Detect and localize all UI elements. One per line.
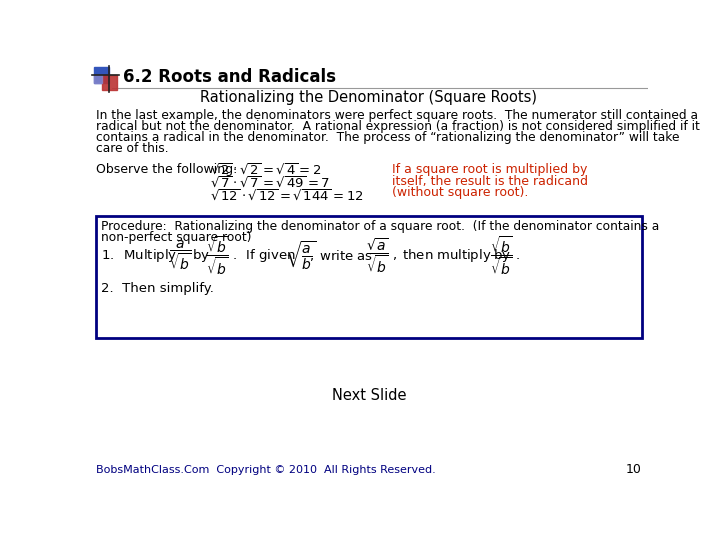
Text: $\mathrm{by}$: $\mathrm{by}$ (192, 247, 210, 264)
Text: BobsMathClass.Com  Copyright © 2010  All Rights Reserved.: BobsMathClass.Com Copyright © 2010 All R… (96, 465, 436, 475)
Text: itself, the result is the radicand: itself, the result is the radicand (392, 175, 588, 188)
Text: $\sqrt{2}\cdot\sqrt{2}=\sqrt{4}=2$: $\sqrt{2}\cdot\sqrt{2}=\sqrt{4}=2$ (210, 163, 322, 178)
Text: 6.2 Roots and Radicals: 6.2 Roots and Radicals (122, 68, 336, 86)
Text: $\sqrt{12}\cdot\sqrt{12}=\sqrt{144}=12$: $\sqrt{12}\cdot\sqrt{12}=\sqrt{144}=12$ (210, 189, 364, 204)
Text: $.\;\;\mathrm{If\;given}$: $.\;\;\mathrm{If\;given}$ (232, 247, 295, 264)
Text: 10: 10 (626, 463, 642, 476)
Text: If a square root is multiplied by: If a square root is multiplied by (392, 164, 588, 177)
Text: care of this.: care of this. (96, 142, 168, 155)
Text: Procedure:  Rationalizing the denominator of a square root.  (If the denominator: Procedure: Rationalizing the denominator… (101, 220, 659, 233)
Text: In the last example, the denominators were perfect square roots.  The numerator : In the last example, the denominators we… (96, 110, 698, 123)
Text: (without square root).: (without square root). (392, 186, 528, 199)
FancyBboxPatch shape (96, 215, 642, 338)
Text: non-perfect square root): non-perfect square root) (101, 231, 251, 244)
Text: contains a radical in the denominator.  The process of “rationalizing the denomi: contains a radical in the denominator. T… (96, 131, 680, 144)
Text: $\dfrac{\sqrt{a}}{\sqrt{b}}$: $\dfrac{\sqrt{a}}{\sqrt{b}}$ (366, 237, 389, 275)
Bar (102, 75, 117, 90)
Text: $\dfrac{\sqrt{b}}{\sqrt{b}}$: $\dfrac{\sqrt{b}}{\sqrt{b}}$ (490, 235, 513, 277)
Text: $\sqrt{7}\cdot\sqrt{7}=\sqrt{49}=7$: $\sqrt{7}\cdot\sqrt{7}=\sqrt{49}=7$ (210, 176, 330, 191)
Text: $\dfrac{\sqrt{b}}{\sqrt{b}}$: $\dfrac{\sqrt{b}}{\sqrt{b}}$ (206, 235, 229, 277)
Text: $\sqrt{\dfrac{a}{b}}$: $\sqrt{\dfrac{a}{b}}$ (285, 239, 316, 272)
Text: Observe the following:: Observe the following: (96, 164, 238, 177)
Bar (94, 75, 102, 83)
Text: Rationalizing the Denominator (Square Roots): Rationalizing the Denominator (Square Ro… (200, 90, 538, 105)
Text: Next Slide: Next Slide (332, 388, 406, 403)
Text: $1.\;\; \mathrm{Multiply}$: $1.\;\; \mathrm{Multiply}$ (101, 247, 177, 264)
Text: 2.  Then simplify.: 2. Then simplify. (101, 281, 214, 295)
Text: radical but not the denominator.  A rational expression (a fraction) is not cons: radical but not the denominator. A ratio… (96, 120, 700, 133)
Text: $,\;\mathrm{write\;as}$: $,\;\mathrm{write\;as}$ (309, 248, 372, 264)
Text: $,\;\mathrm{then\;multiply\;by}$: $,\;\mathrm{then\;multiply\;by}$ (392, 247, 512, 264)
Bar (94, 67, 109, 83)
Text: $.$: $.$ (515, 249, 519, 262)
Text: $\dfrac{a}{\sqrt{b}}$: $\dfrac{a}{\sqrt{b}}$ (169, 239, 192, 272)
